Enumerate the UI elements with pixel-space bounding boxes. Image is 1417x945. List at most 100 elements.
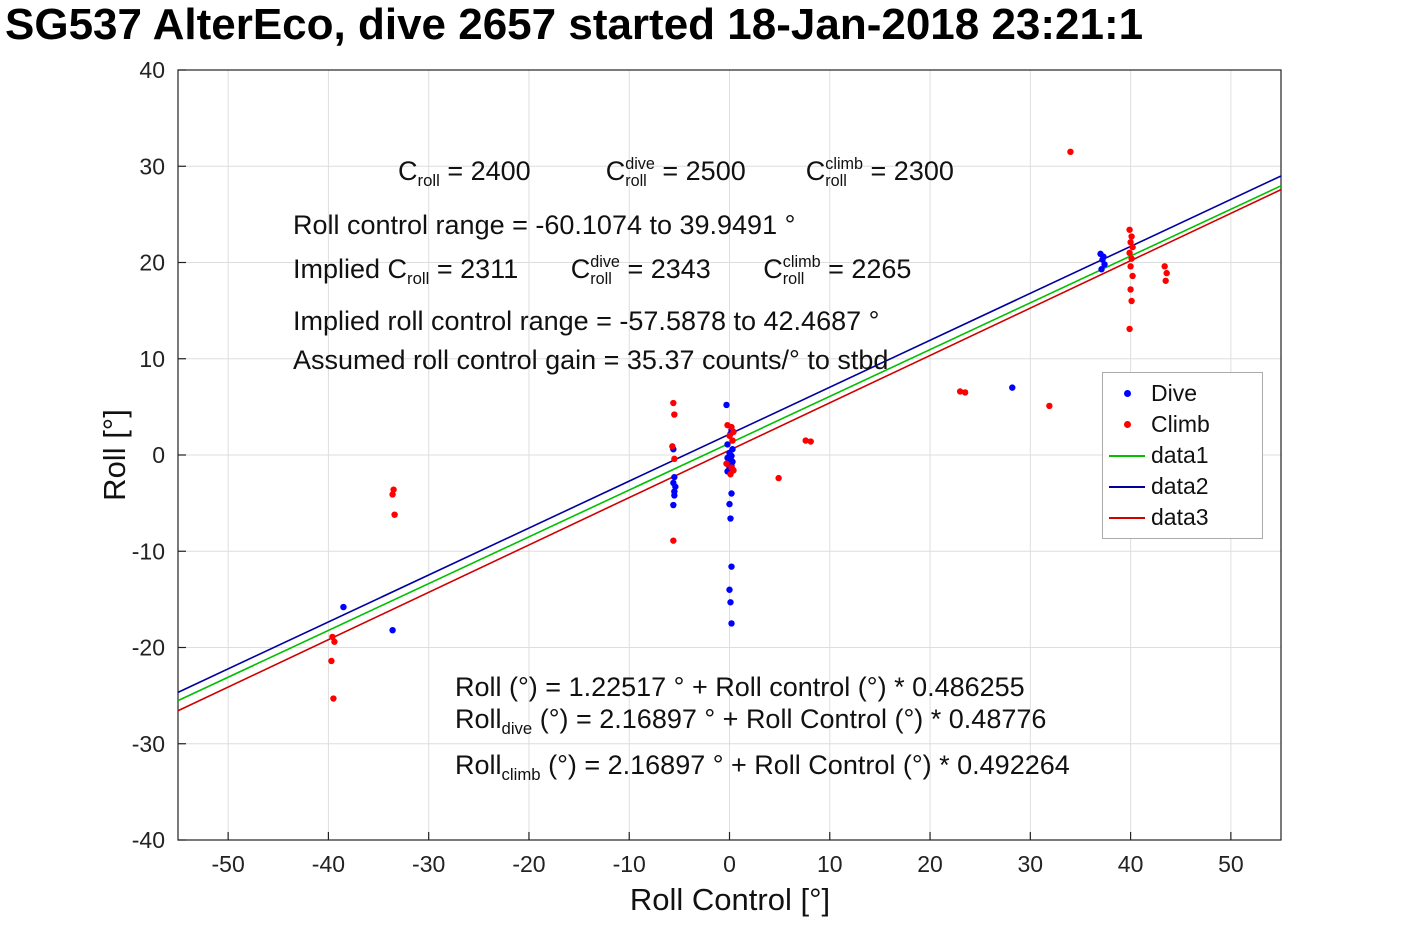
scatter-point-climb bbox=[389, 491, 396, 498]
scatter-point-climb bbox=[729, 437, 736, 444]
line-marker-icon bbox=[1109, 454, 1145, 457]
scatter-point-climb bbox=[775, 474, 782, 482]
scatter-point-dive bbox=[727, 515, 734, 522]
legend-marker-climb bbox=[1103, 421, 1151, 428]
legend-entry-data2: data2 bbox=[1103, 471, 1262, 502]
legend-box: Dive Climb data1 data2 data3 bbox=[1102, 372, 1263, 539]
scatter-point-climb bbox=[1162, 277, 1169, 284]
scatter-point-dive bbox=[1098, 266, 1105, 273]
y-tick-label: 20 bbox=[139, 250, 165, 276]
dot-marker-icon bbox=[1123, 390, 1131, 397]
scatter-point-climb bbox=[1129, 272, 1136, 280]
scatter-point-climb bbox=[1129, 243, 1136, 251]
scatter-point-dive bbox=[1100, 253, 1107, 260]
scatter-point-dive bbox=[727, 599, 734, 606]
scatter-point-dive bbox=[724, 441, 731, 448]
scatter-point-dive bbox=[340, 603, 347, 611]
scatter-point-dive bbox=[389, 626, 396, 634]
scatter-point-dive bbox=[1101, 261, 1108, 268]
line-marker-icon bbox=[1109, 516, 1145, 519]
scatter-point-climb bbox=[328, 657, 335, 665]
x-tick-label: 30 bbox=[1018, 851, 1044, 877]
x-tick-label: -50 bbox=[212, 851, 245, 877]
y-tick-label: 10 bbox=[139, 346, 165, 372]
scatter-point-climb bbox=[669, 443, 676, 450]
scatter-point-climb bbox=[1161, 263, 1168, 270]
scatter-point-climb bbox=[670, 399, 677, 407]
scatter-point-dive bbox=[723, 401, 730, 409]
x-tick-label: -20 bbox=[512, 851, 545, 877]
y-tick-label: -40 bbox=[132, 827, 165, 853]
scatter-point-climb bbox=[728, 423, 735, 431]
y-tick-label: 40 bbox=[139, 57, 165, 83]
x-tick-label: -10 bbox=[613, 851, 646, 877]
scatter-point-climb bbox=[956, 388, 964, 395]
scatter-point-climb bbox=[723, 460, 730, 467]
x-tick-label: 10 bbox=[817, 851, 843, 877]
scatter-point-climb bbox=[1128, 255, 1135, 262]
legend-label-climb: Climb bbox=[1151, 411, 1210, 437]
scatter-point-climb bbox=[671, 411, 678, 418]
scatter-point-dive bbox=[1009, 384, 1016, 391]
scatter-point-climb bbox=[1126, 226, 1133, 233]
x-tick-label: 40 bbox=[1118, 851, 1144, 877]
legend-entry-data1: data1 bbox=[1103, 440, 1262, 471]
legend-entry-dive: Dive bbox=[1103, 378, 1262, 409]
scatter-point-climb bbox=[330, 695, 337, 702]
scatter-point-climb bbox=[1127, 263, 1134, 270]
scatter-point-climb bbox=[802, 437, 809, 444]
legend-marker-data1 bbox=[1103, 454, 1151, 457]
scatter-point-climb bbox=[1163, 269, 1170, 277]
scatter-point-climb bbox=[1126, 325, 1133, 333]
y-tick-label: -30 bbox=[132, 731, 165, 757]
scatter-point-climb bbox=[727, 471, 734, 478]
scatter-point-climb bbox=[1127, 286, 1134, 293]
scatter-point-dive bbox=[726, 586, 733, 593]
legend-label-data3: data3 bbox=[1151, 504, 1209, 530]
scatter-point-climb bbox=[1128, 297, 1135, 305]
figure-title: SG537 AlterEco, dive 2657 started 18-Jan… bbox=[5, 0, 1144, 49]
line-marker-icon bbox=[1109, 485, 1145, 488]
y-tick-label: -20 bbox=[132, 635, 165, 661]
scatter-point-climb bbox=[331, 638, 338, 645]
legend-marker-data3 bbox=[1103, 516, 1151, 519]
x-tick-label: -30 bbox=[412, 851, 445, 877]
scatter-point-dive bbox=[670, 501, 677, 509]
y-tick-label: 0 bbox=[152, 442, 165, 468]
dot-marker-icon bbox=[1123, 421, 1131, 428]
scatter-point-climb bbox=[1126, 249, 1133, 257]
scatter-point-climb bbox=[1046, 402, 1053, 410]
scatter-point-climb bbox=[391, 511, 398, 518]
scatter-point-climb bbox=[1128, 233, 1135, 240]
scatter-point-climb bbox=[961, 389, 969, 396]
x-tick-label: 0 bbox=[723, 851, 736, 877]
scatter-point-climb bbox=[671, 455, 678, 463]
scatter-point-climb bbox=[670, 537, 677, 544]
x-axis-label: Roll Control [°] bbox=[629, 882, 831, 917]
x-tick-label: 50 bbox=[1218, 851, 1244, 877]
scatter-point-dive bbox=[671, 473, 678, 481]
y-tick-label: 30 bbox=[139, 153, 165, 179]
scatter-point-climb bbox=[1067, 148, 1074, 156]
x-tick-label: 20 bbox=[917, 851, 943, 877]
scatter-point-climb bbox=[807, 438, 814, 445]
legend-entry-climb: Climb bbox=[1103, 409, 1262, 440]
legend-label-data2: data2 bbox=[1151, 473, 1209, 499]
scatter-point-dive bbox=[728, 563, 735, 570]
legend-entry-data3: data3 bbox=[1103, 502, 1262, 533]
scatter-point-dive bbox=[672, 483, 679, 490]
legend-marker-data2 bbox=[1103, 485, 1151, 488]
x-tick-label: -40 bbox=[312, 851, 345, 877]
scatter-point-climb bbox=[1127, 239, 1134, 246]
scatter-point-dive bbox=[728, 620, 735, 627]
scatter-point-climb bbox=[329, 633, 336, 641]
legend-label-data1: data1 bbox=[1151, 442, 1209, 468]
y-tick-label: -10 bbox=[132, 538, 165, 564]
y-axis-label: Roll [°] bbox=[97, 409, 132, 501]
scatter-point-climb bbox=[390, 486, 397, 493]
scatter-point-dive bbox=[728, 490, 735, 497]
scatter-point-dive bbox=[726, 500, 733, 508]
legend-marker-dive bbox=[1103, 390, 1151, 397]
scatter-point-dive bbox=[671, 492, 678, 499]
